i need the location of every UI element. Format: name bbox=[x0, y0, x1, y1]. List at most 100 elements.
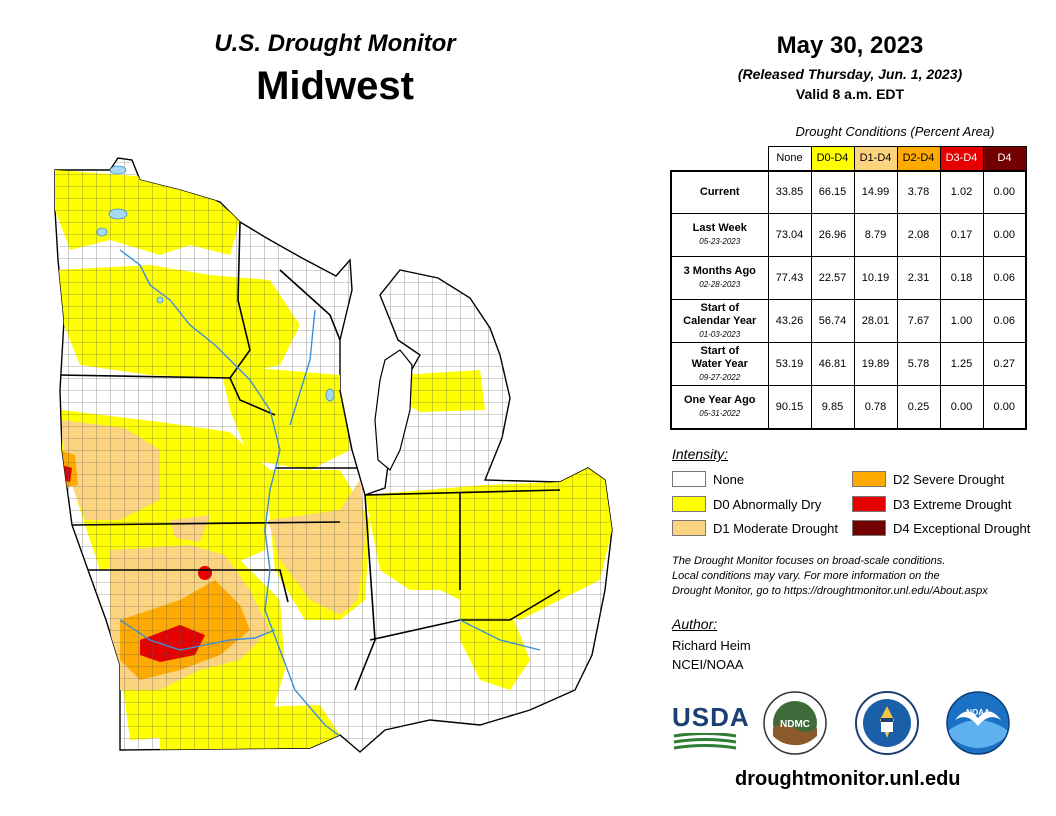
col-header: D1-D4 bbox=[853, 146, 898, 171]
legend-label: D3 Extreme Drought bbox=[893, 496, 1012, 512]
disclaimer-text: The Drought Monitor focuses on broad-sca… bbox=[672, 554, 1042, 599]
noaa-seagull-icon: NOAA bbox=[946, 691, 1010, 755]
table-row: Current 33.85 66.15 14.99 3.78 1.02 0.00 bbox=[670, 169, 1027, 214]
table-cell: 53.19 bbox=[767, 342, 812, 386]
table-cell: 5.78 bbox=[896, 342, 941, 386]
author-name: Richard Heim bbox=[672, 638, 751, 653]
disclaimer-line: Local conditions may vary. For more info… bbox=[672, 570, 940, 582]
row-label: 3 Months Ago 02-28-2023 bbox=[670, 256, 769, 300]
doc-seal-logo bbox=[854, 690, 920, 756]
table-cell: 0.00 bbox=[982, 169, 1027, 214]
legend-swatch bbox=[852, 520, 886, 536]
table-cell: 66.15 bbox=[810, 169, 855, 214]
table-cell: 46.81 bbox=[810, 342, 855, 386]
table-cell: 0.00 bbox=[982, 213, 1027, 257]
legend-item-d2: D2 Severe Drought bbox=[852, 470, 1004, 488]
row-date: 02-28-2023 bbox=[699, 280, 741, 289]
lakes bbox=[96, 165, 335, 402]
legend-label: D2 Severe Drought bbox=[893, 471, 1005, 487]
table-cell: 1.25 bbox=[939, 342, 984, 386]
table-cell: 8.79 bbox=[853, 213, 898, 257]
col-header: None bbox=[767, 146, 812, 171]
usda-stripes-icon bbox=[673, 732, 737, 750]
table-cell: 1.02 bbox=[939, 169, 984, 214]
table-cell: 33.85 bbox=[767, 169, 812, 214]
legend-label: D4 Exceptional Drought bbox=[893, 520, 1031, 536]
legend-label: None bbox=[713, 471, 745, 487]
row-date: 01-03-2023 bbox=[699, 329, 741, 339]
table-caption: Drought Conditions (Percent Area) bbox=[795, 124, 995, 139]
lake-michigan bbox=[374, 349, 413, 471]
row-label-text: Start of bbox=[700, 344, 740, 357]
table-row: 3 Months Ago 02-28-2023 77.43 22.57 10.19… bbox=[670, 256, 1027, 300]
table-cell: 0.06 bbox=[982, 299, 1027, 343]
disclaimer-line[interactable]: Drought Monitor, go to https://droughtmo… bbox=[672, 585, 988, 597]
legend-item-d3: D3 Extreme Drought bbox=[852, 495, 1012, 513]
legend-swatch bbox=[672, 520, 706, 536]
col-header: D4 bbox=[982, 146, 1027, 171]
rivers bbox=[119, 249, 541, 741]
map-title-block: U.S. Drought Monitor Midwest bbox=[190, 30, 480, 109]
table-cell: 77.43 bbox=[767, 256, 812, 300]
release-date: (Released Thursday, Jun. 1, 2023) bbox=[737, 66, 963, 82]
table-cell: 9.85 bbox=[810, 385, 855, 430]
ndmc-logo-text: NDMC bbox=[780, 719, 810, 730]
map-title: U.S. Drought Monitor bbox=[214, 30, 456, 57]
table-row: Start of Water Year 09-27-2022 53.19 46.81… bbox=[670, 342, 1027, 386]
row-date: 05-23-2023 bbox=[699, 237, 741, 246]
legend-item-d4: D4 Exceptional Drought bbox=[852, 519, 1030, 537]
table-cell: 1.00 bbox=[939, 299, 984, 343]
table-cell: 3.78 bbox=[896, 169, 941, 214]
row-label: Start of Calendar Year 01-03-2023 bbox=[670, 299, 769, 343]
disclaimer-line: The Drought Monitor focuses on broad-sca… bbox=[672, 555, 946, 567]
row-label-text: Start of bbox=[700, 301, 740, 314]
table-cell: 0.25 bbox=[896, 385, 941, 430]
legend-item-none: None bbox=[672, 470, 744, 488]
usda-logo-text: USDA bbox=[672, 702, 750, 732]
region-title: Midwest bbox=[256, 64, 414, 108]
table-cell: 73.04 bbox=[767, 213, 812, 257]
footer-url[interactable]: droughtmonitor.unl.edu bbox=[735, 768, 961, 790]
row-label-text-2: Water Year bbox=[691, 357, 748, 370]
table-cell: 19.89 bbox=[853, 342, 898, 386]
state-borders bbox=[57, 221, 561, 691]
table-cell: 90.15 bbox=[767, 385, 812, 430]
row-label-text-2: Calendar Year bbox=[683, 314, 757, 327]
table-cell: 14.99 bbox=[853, 169, 898, 214]
legend-swatch bbox=[672, 496, 706, 512]
table-cell: 10.19 bbox=[853, 256, 898, 300]
legend-swatch bbox=[672, 471, 706, 487]
row-label-text: Current bbox=[699, 185, 740, 198]
author-organization: NCEI/NOAA bbox=[672, 657, 744, 672]
table-cell: 43.26 bbox=[767, 299, 812, 343]
drought-map bbox=[40, 150, 640, 780]
row-label-text: Last Week bbox=[692, 222, 747, 234]
row-label: Start of Water Year 09-27-2022 bbox=[670, 342, 769, 386]
map-date: May 30, 2023 bbox=[776, 32, 924, 59]
table-cell: 0.06 bbox=[982, 256, 1027, 300]
table-cell: 0.78 bbox=[853, 385, 898, 430]
table-header-row: None D0-D4 D1-D4 D2-D4 D3-D4 D4 bbox=[671, 146, 1027, 171]
table-cell: 7.67 bbox=[896, 299, 941, 343]
table-cell: 56.74 bbox=[810, 299, 855, 343]
commerce-seal-icon bbox=[855, 691, 919, 755]
noaa-logo: NOAA bbox=[945, 690, 1011, 756]
row-label: One Year Ago 05-31-2022 bbox=[670, 385, 769, 430]
table-cell: 2.31 bbox=[896, 256, 941, 300]
table-cell: 0.00 bbox=[982, 385, 1027, 430]
valid-time: Valid 8 a.m. EDT bbox=[795, 86, 905, 102]
table-row: Last Week 05-23-2023 73.04 26.96 8.79 2.0… bbox=[670, 213, 1027, 257]
legend-item-d0: D0 Abnormally Dry bbox=[672, 495, 821, 513]
legend-label: D0 Abnormally Dry bbox=[713, 496, 822, 512]
county-boundaries bbox=[55, 158, 612, 752]
legend-title: Intensity: bbox=[672, 446, 729, 462]
table-corner bbox=[671, 147, 768, 171]
table-cell: 28.01 bbox=[853, 299, 898, 343]
row-date: 09-27-2022 bbox=[699, 372, 741, 382]
usda-logo: USDA bbox=[672, 702, 750, 750]
row-label: Last Week 05-23-2023 bbox=[670, 213, 769, 257]
author-title: Author: bbox=[672, 616, 718, 632]
table-row: One Year Ago 05-31-2022 90.15 9.85 0.78 0… bbox=[670, 385, 1027, 430]
table-cell: 0.18 bbox=[939, 256, 984, 300]
legend-label: D1 Moderate Drought bbox=[713, 520, 839, 536]
